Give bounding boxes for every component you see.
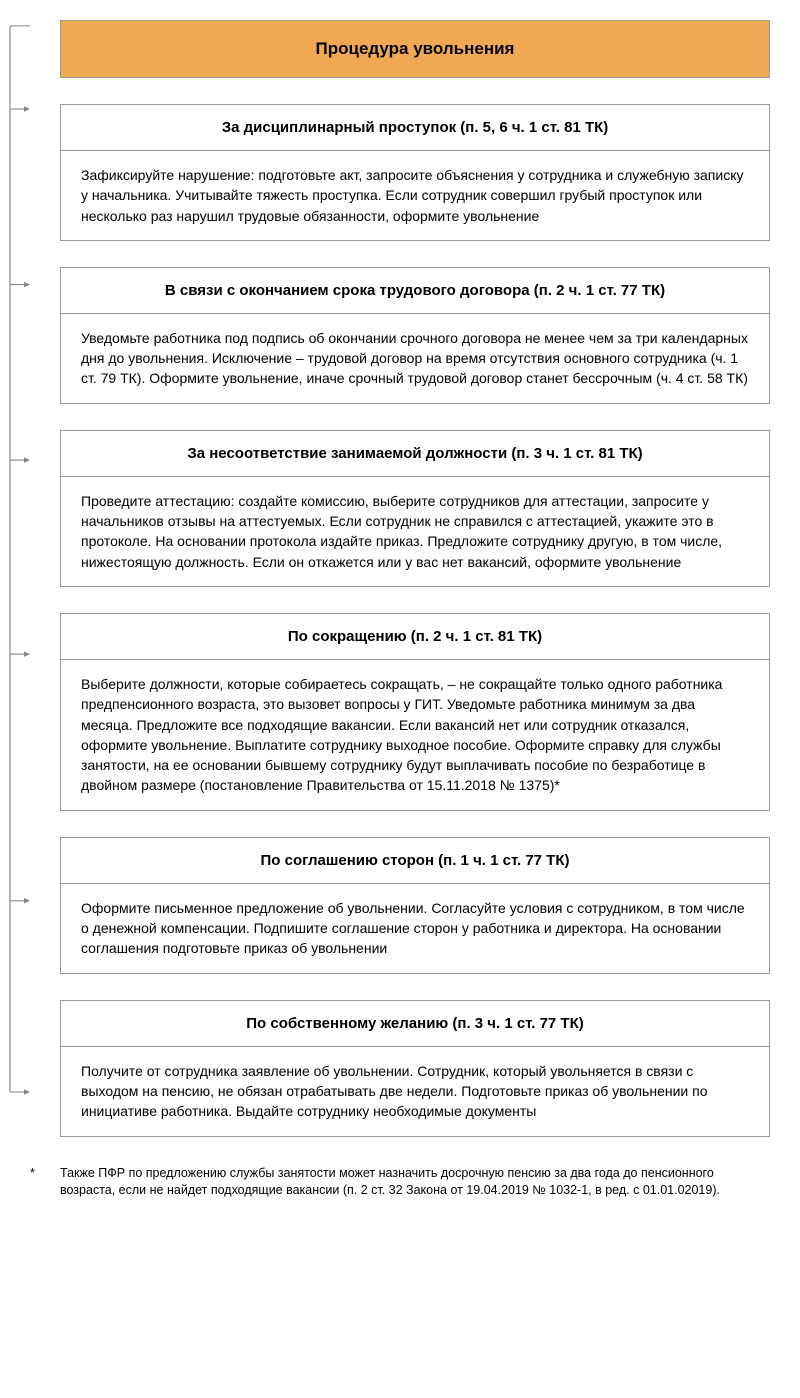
- section-box-6: По собственному желанию (п. 3 ч. 1 ст. 7…: [60, 1000, 770, 1137]
- section-title-1: За дисциплинарный проступок (п. 5, 6 ч. …: [61, 105, 769, 151]
- section-box-3: За несоответствие занимаемой должности (…: [60, 430, 770, 587]
- section-box-5: По соглашению сторон (п. 1 ч. 1 ст. 77 Т…: [60, 837, 770, 974]
- section-body-3: Проведите аттестацию: создайте комиссию,…: [61, 477, 769, 586]
- section-title-5: По соглашению сторон (п. 1 ч. 1 ст. 77 Т…: [61, 838, 769, 884]
- header-box: Процедура увольнения: [60, 20, 770, 78]
- main-container: Процедура увольнения За дисциплинарный п…: [60, 20, 770, 1137]
- footnote-text: Также ПФР по предложению службы занятост…: [60, 1165, 770, 1200]
- section-body-2: Уведомьте работника под подпись об оконч…: [61, 314, 769, 403]
- footnote-marker: *: [30, 1165, 60, 1200]
- section-box-4: По сокращению (п. 2 ч. 1 ст. 81 ТК) Выбе…: [60, 613, 770, 811]
- section-body-4: Выберите должности, которые собираетесь …: [61, 660, 769, 810]
- header-title: Процедура увольнения: [316, 39, 515, 58]
- section-body-5: Оформите письменное предложение об уволь…: [61, 884, 769, 973]
- section-body-6: Получите от сотрудника заявление об увол…: [61, 1047, 769, 1136]
- section-body-1: Зафиксируйте нарушение: подготовьте акт,…: [61, 151, 769, 240]
- section-title-4: По сокращению (п. 2 ч. 1 ст. 81 ТК): [61, 614, 769, 660]
- section-title-2: В связи с окончанием срока трудового дог…: [61, 268, 769, 314]
- section-box-2: В связи с окончанием срока трудового дог…: [60, 267, 770, 404]
- section-box-1: За дисциплинарный проступок (п. 5, 6 ч. …: [60, 104, 770, 241]
- section-title-6: По собственному желанию (п. 3 ч. 1 ст. 7…: [61, 1001, 769, 1047]
- connector-lines: [0, 0, 30, 1220]
- section-title-3: За несоответствие занимаемой должности (…: [61, 431, 769, 477]
- footnote: * Также ПФР по предложению службы занято…: [30, 1165, 770, 1200]
